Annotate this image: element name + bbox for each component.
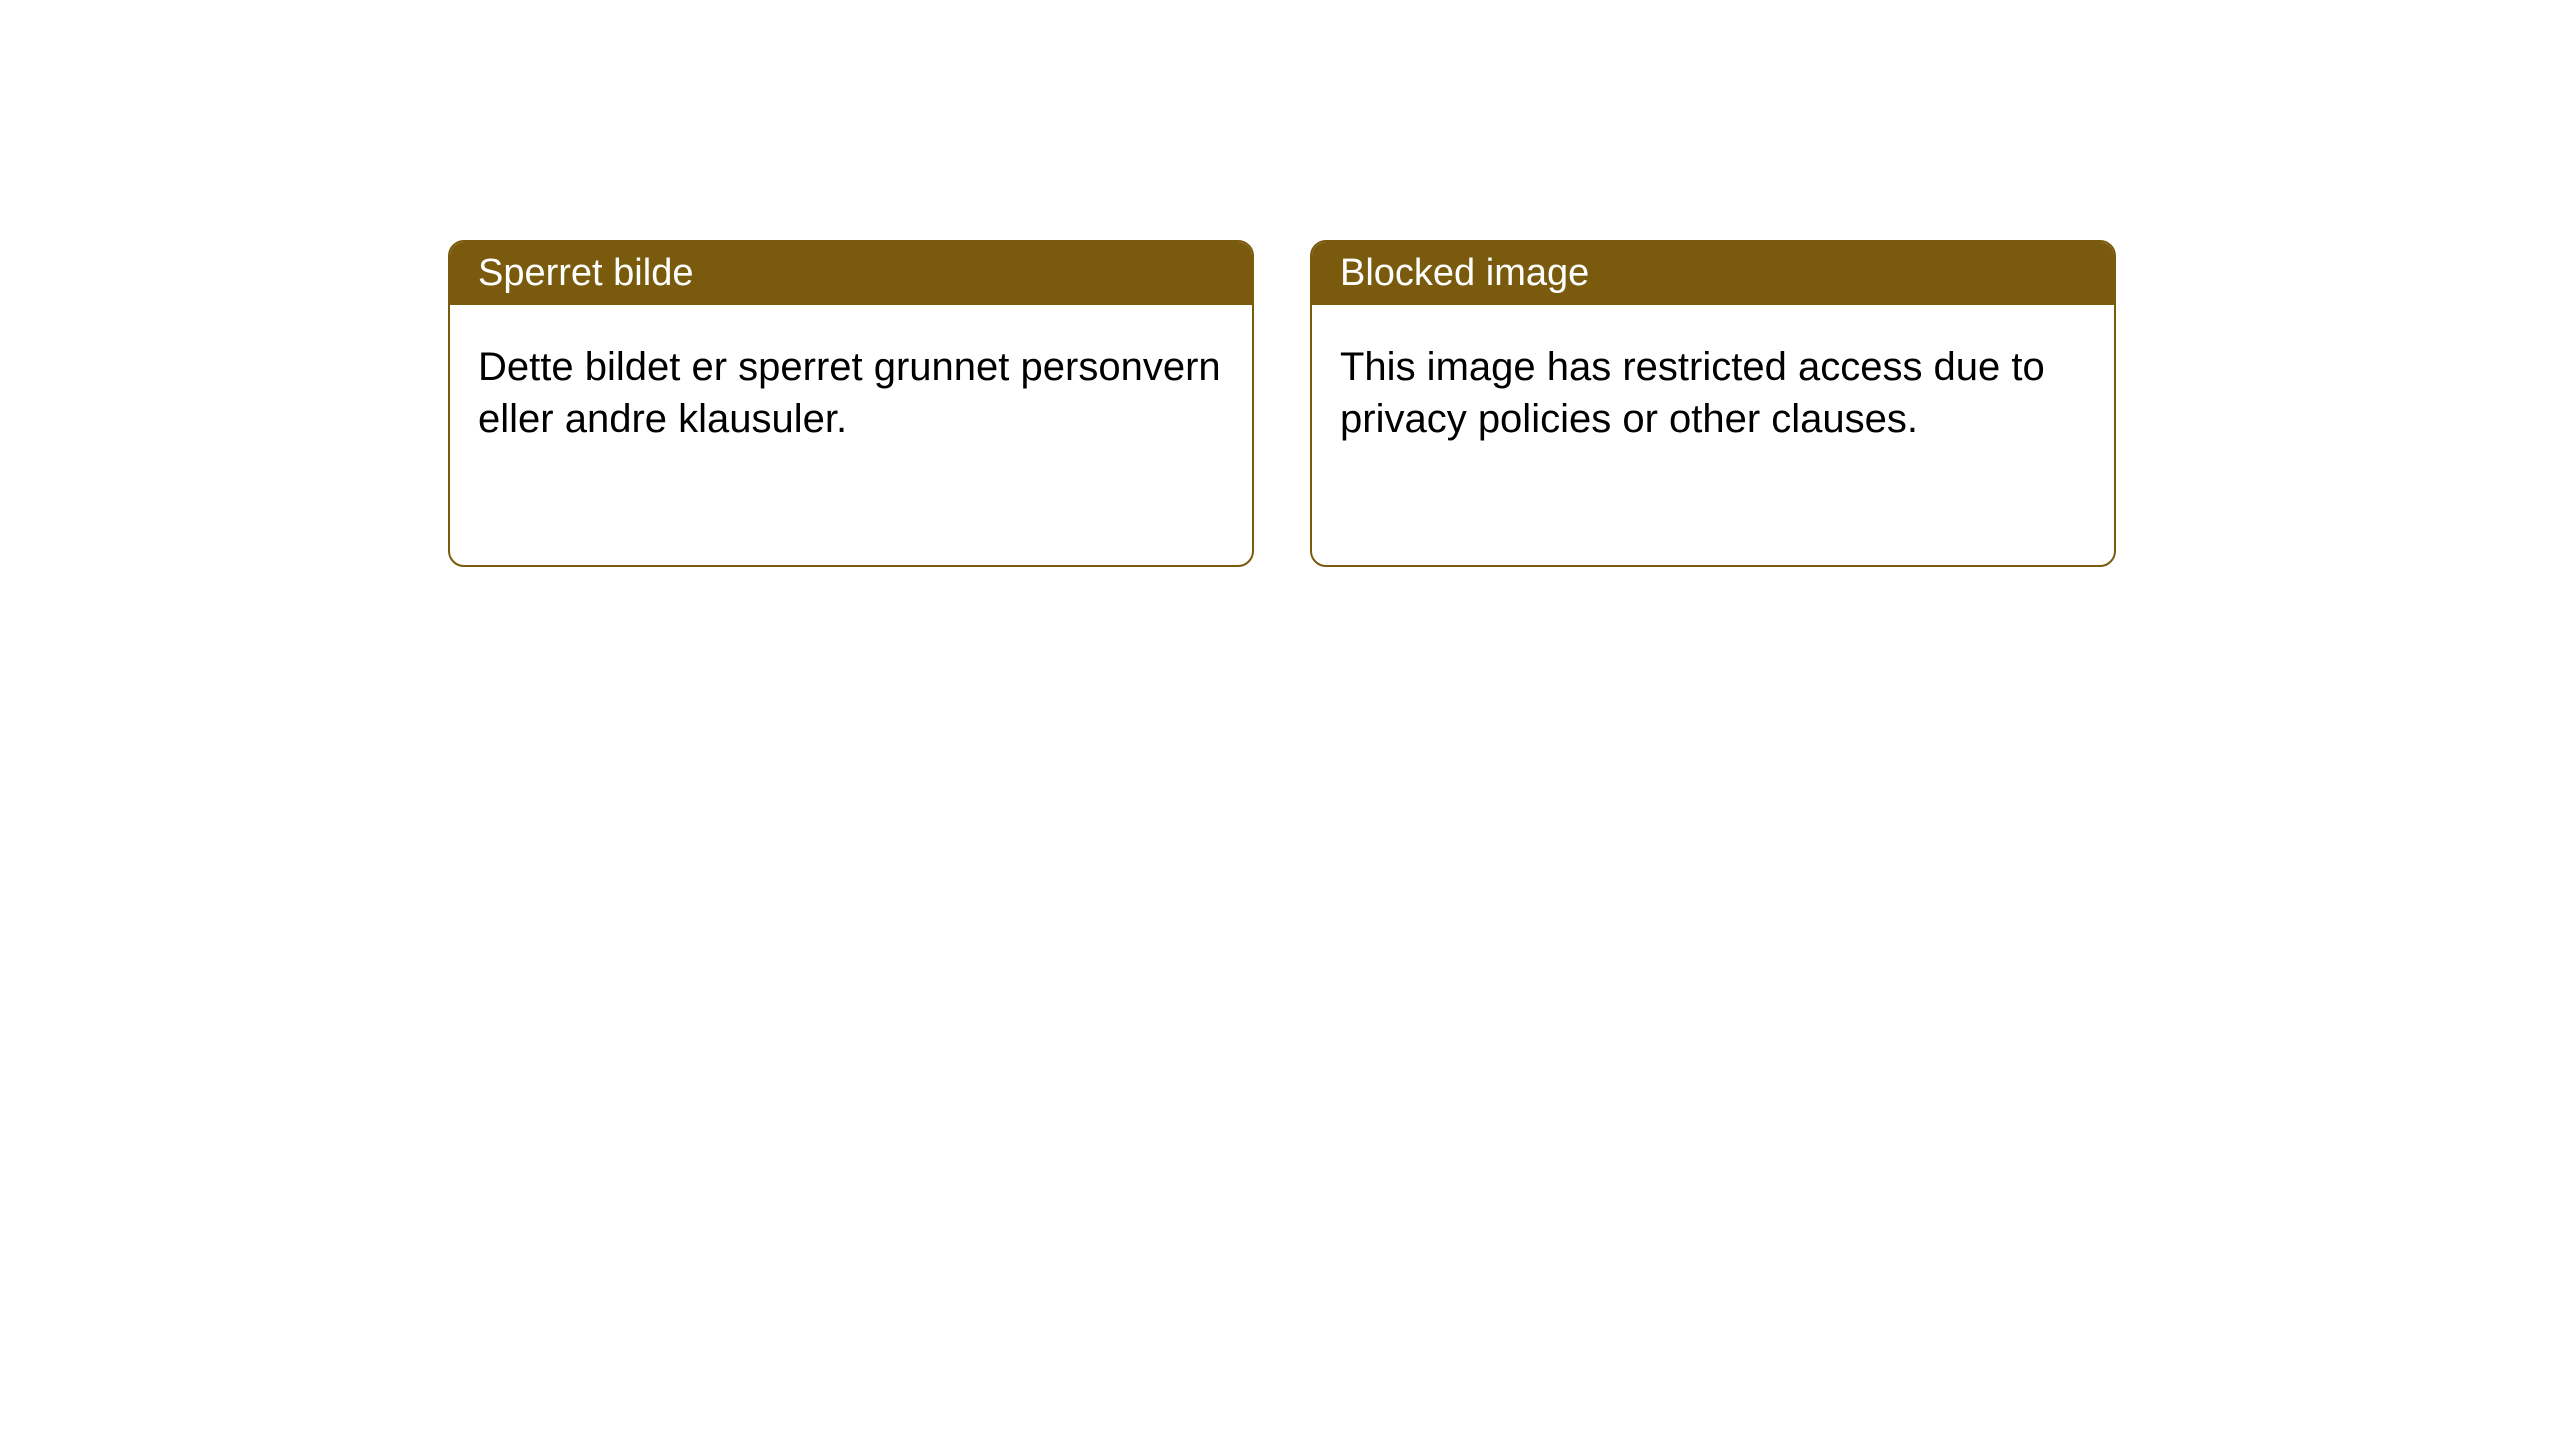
- card-title-no: Sperret bilde: [478, 252, 693, 294]
- blocked-image-card-no: Sperret bilde Dette bildet er sperret gr…: [448, 240, 1254, 567]
- card-header-no: Sperret bilde: [450, 242, 1252, 305]
- notice-container: Sperret bilde Dette bildet er sperret gr…: [0, 0, 2560, 567]
- card-body-en: This image has restricted access due to …: [1312, 305, 2114, 565]
- blocked-image-card-en: Blocked image This image has restricted …: [1310, 240, 2116, 567]
- card-text-en: This image has restricted access due to …: [1340, 345, 2045, 441]
- card-header-en: Blocked image: [1312, 242, 2114, 305]
- card-body-no: Dette bildet er sperret grunnet personve…: [450, 305, 1252, 565]
- card-text-no: Dette bildet er sperret grunnet personve…: [478, 345, 1221, 441]
- card-title-en: Blocked image: [1340, 252, 1589, 294]
